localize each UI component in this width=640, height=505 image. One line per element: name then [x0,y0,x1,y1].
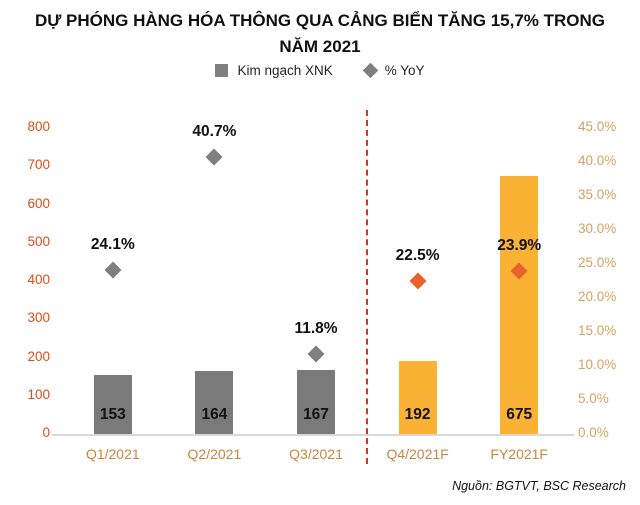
right-axis-tick-label: 20.0% [578,289,617,304]
left-axis-tick-label: 400 [27,272,50,287]
source-note: Nguồn: BGTVT, BSC Research [452,479,626,493]
right-axis-tick-label: 5.0% [578,391,609,406]
forecast-separator-line [365,110,368,464]
right-axis-tick-label: 25.0% [578,255,617,270]
left-axis-tick-label: 300 [27,310,50,326]
yoy-marker-diamond [409,272,427,290]
left-axis-tick-label: 0 [42,425,50,440]
x-axis-category-label: Q4/2021F [386,446,449,462]
legend-label: % YoY [384,63,425,78]
yoy-value-label: 24.1% [90,236,135,254]
left-axis-tick-label: 200 [27,348,50,364]
right-axis-tick-label: 30.0% [578,221,617,236]
left-axis-tick-label: 800 [27,119,50,134]
left-axis-tick-label: 600 [27,195,50,211]
bar-value-label: 164 [201,406,228,423]
left-axis-tick-label: 500 [27,233,50,249]
yoy-value-label: 40.7% [192,123,237,141]
right-axis-tick-label: 15.0% [578,323,617,338]
right-axis-tick-label: 40.0% [578,153,617,168]
bar-value-label: 167 [303,406,329,423]
yoy-marker-diamond [205,148,223,166]
yoy-marker-diamond [307,345,325,363]
right-axis-tick-label: 0.0% [578,425,609,440]
legend-label: Kim ngạch XNK [237,63,333,78]
right-axis-tick-label: 35.0% [578,187,617,202]
yoy-value-label: 23.9% [497,237,542,255]
right-axis-tick-label: 10.0% [578,357,617,372]
yoy-value-label: 22.5% [395,247,440,264]
bar-Q4/2021F [398,360,437,434]
x-axis-category-label: Q3/2021 [289,446,343,462]
bar-FY2021F [500,175,539,434]
bar-value-label: 192 [404,406,431,423]
x-axis-line [52,434,574,436]
bar-Q2/2021 [195,371,234,434]
bar-value-label: 153 [99,406,126,423]
x-axis-category-label: Q1/2021 [85,446,140,462]
legend-item-0: Kim ngạch XNK [215,63,333,78]
x-axis-category-label: FY2021F [490,446,548,462]
chart-legend: Kim ngạch XNK % YoY [0,62,640,79]
yoy-value-label: 11.8% [294,319,338,337]
chart-title-line2: NĂM 2021 [279,37,361,57]
bar-Q3/2021 [297,370,335,434]
left-axis-tick-label: 700 [27,157,50,173]
legend-item-1: % YoY [362,62,425,79]
legend-square-icon [215,64,229,77]
chart-title: DỰ PHÓNG HÀNG HÓA THÔNG QUA CẢNG BIỂN TĂ… [16,8,624,61]
bar-value-label: 675 [506,406,533,423]
left-axis-tick-label: 100 [27,386,50,402]
chart-title-line1: DỰ PHÓNG HÀNG HÓA THÔNG QUA CẢNG BIỂN TĂ… [34,11,606,30]
x-axis-category-label: Q2/2021 [187,446,242,462]
right-axis-tick-label: 45.0% [578,119,617,134]
yoy-marker-diamond [104,261,122,279]
bar-Q1/2021 [93,375,132,434]
